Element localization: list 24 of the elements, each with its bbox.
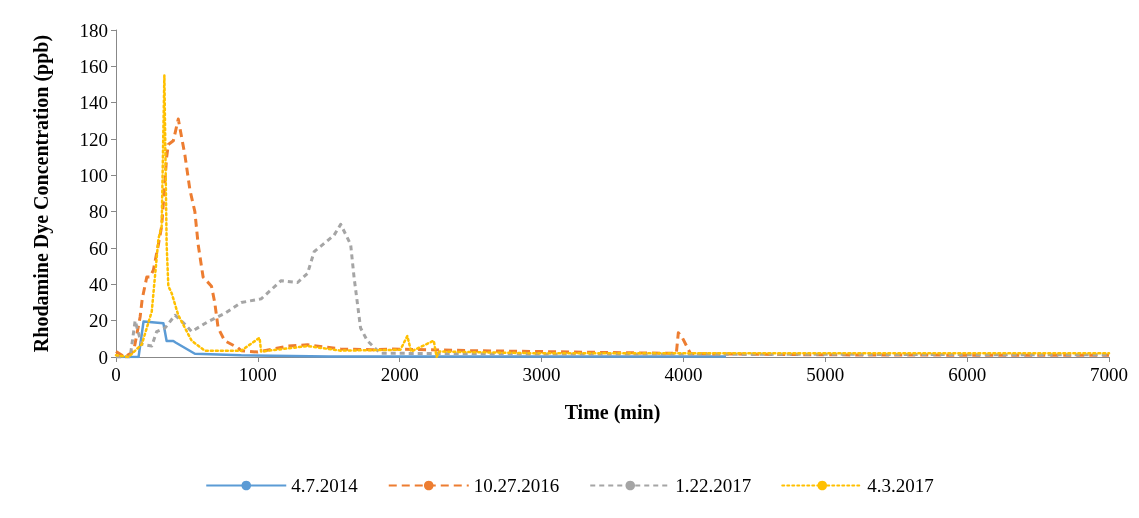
y-tick-label: 120 xyxy=(79,128,108,150)
legend-label: 4.3.2017 xyxy=(867,475,934,496)
x-tick-label: 5000 xyxy=(806,364,845,385)
x-tick-label: 3000 xyxy=(522,364,561,385)
y-tick-label: 0 xyxy=(98,346,108,368)
y-tick-label: 140 xyxy=(79,92,108,114)
x-tick-label: 7000 xyxy=(1090,364,1128,385)
y-tick-label: 180 xyxy=(79,19,108,41)
x-tick-label: 4000 xyxy=(664,364,703,385)
x-axis-title: Time (min) xyxy=(564,401,661,424)
y-tick-label: 100 xyxy=(79,164,108,186)
legend-label: 1.22.2017 xyxy=(675,475,752,496)
x-tick-label: 1000 xyxy=(238,364,277,385)
x-tick-label: 0 xyxy=(111,364,121,385)
legend-label: 4.7.2014 xyxy=(291,475,359,496)
y-tick-label: 160 xyxy=(79,55,108,77)
y-tick-label: 20 xyxy=(89,310,108,332)
y-tick-label: 60 xyxy=(89,237,108,259)
y-axis-title: Rhodamine Dye Concentration (ppb) xyxy=(30,34,53,353)
x-tick-label: 2000 xyxy=(380,364,419,385)
legend-label: 10.27.2016 xyxy=(473,475,560,496)
y-tick-label: 40 xyxy=(89,273,108,295)
x-tick-label: 6000 xyxy=(948,364,987,385)
y-tick-label: 80 xyxy=(89,201,108,223)
